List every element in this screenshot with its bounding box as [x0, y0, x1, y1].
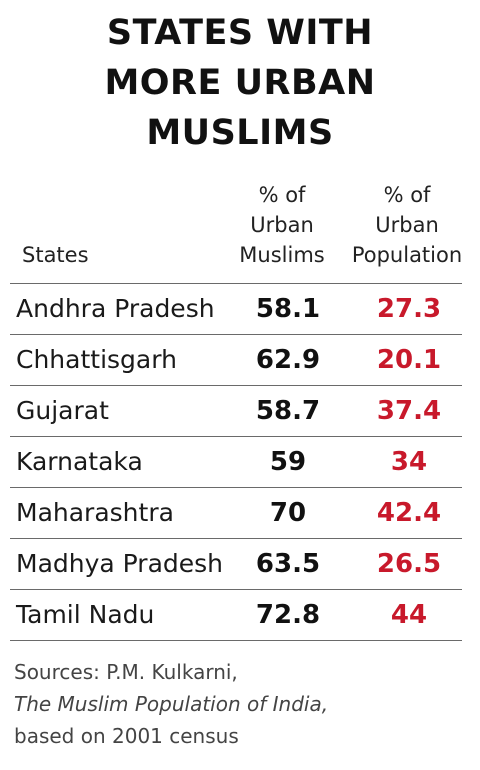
source-line-3: based on 2001 census [14, 724, 239, 748]
data-table: Andhra Pradesh 58.1 27.3 Chhattisgarh 62.9 20… [10, 283, 462, 641]
header-line: Population [351, 243, 463, 267]
urban-muslims-value: 70 [269, 498, 307, 528]
state-name: Karnataka [16, 447, 143, 476]
source-line-1: Sources: P.M. Kulkarni, [14, 660, 238, 684]
urban-population-value: 37.4 [376, 396, 442, 426]
urban-population-value: 34 [390, 447, 428, 477]
source-note: Sources: P.M. Kulkarni, The Muslim Popul… [14, 656, 328, 752]
table-row: Madhya Pradesh 63.5 26.5 [10, 539, 462, 590]
urban-muslims-value: 58.7 [255, 396, 321, 426]
urban-muslims-value: 59 [269, 447, 307, 477]
table-row: Andhra Pradesh 58.1 27.3 [10, 284, 462, 335]
header-line: Muslims [239, 243, 325, 267]
table-row: Karnataka 59 34 [10, 437, 462, 488]
table-row: Chhattisgarh 62.9 20.1 [10, 335, 462, 386]
state-name: Chhattisgarh [16, 345, 177, 374]
header-line: % of [258, 183, 306, 207]
urban-population-value: 20.1 [376, 345, 442, 375]
column-header-states: States [22, 243, 89, 267]
state-name: Andhra Pradesh [16, 294, 215, 323]
state-name: Madhya Pradesh [16, 549, 224, 578]
title-line-3: MUSLIMS [146, 113, 334, 153]
table-row: Maharashtra 70 42.4 [10, 488, 462, 539]
title-line-1: STATES WITH [106, 13, 374, 53]
chart-title: STATES WITH MORE URBAN MUSLIMS [0, 8, 480, 158]
header-line: Urban [250, 213, 314, 237]
urban-muslims-value: 63.5 [255, 549, 321, 579]
urban-muslims-value: 58.1 [255, 294, 321, 324]
state-name: Gujarat [16, 396, 109, 425]
urban-population-value: 42.4 [376, 498, 442, 528]
table-row: Tamil Nadu 72.8 44 [10, 590, 462, 641]
urban-population-value: 27.3 [376, 294, 442, 324]
column-header-urban-population: % of Urban Population [340, 180, 474, 270]
source-line-2: The Muslim Population of India, [14, 692, 329, 716]
table-row: Gujarat 58.7 37.4 [10, 386, 462, 437]
urban-muslims-value: 72.8 [255, 600, 321, 630]
header-line: % of [383, 183, 431, 207]
state-name: Maharashtra [16, 498, 174, 527]
header-line: Urban [375, 213, 439, 237]
urban-muslims-value: 62.9 [255, 345, 321, 375]
urban-population-value: 44 [390, 600, 428, 630]
title-line-2: MORE URBAN [104, 63, 376, 103]
urban-population-value: 26.5 [376, 549, 442, 579]
column-header-urban-muslims: % of Urban Muslims [228, 180, 336, 270]
state-name: Tamil Nadu [16, 600, 155, 629]
